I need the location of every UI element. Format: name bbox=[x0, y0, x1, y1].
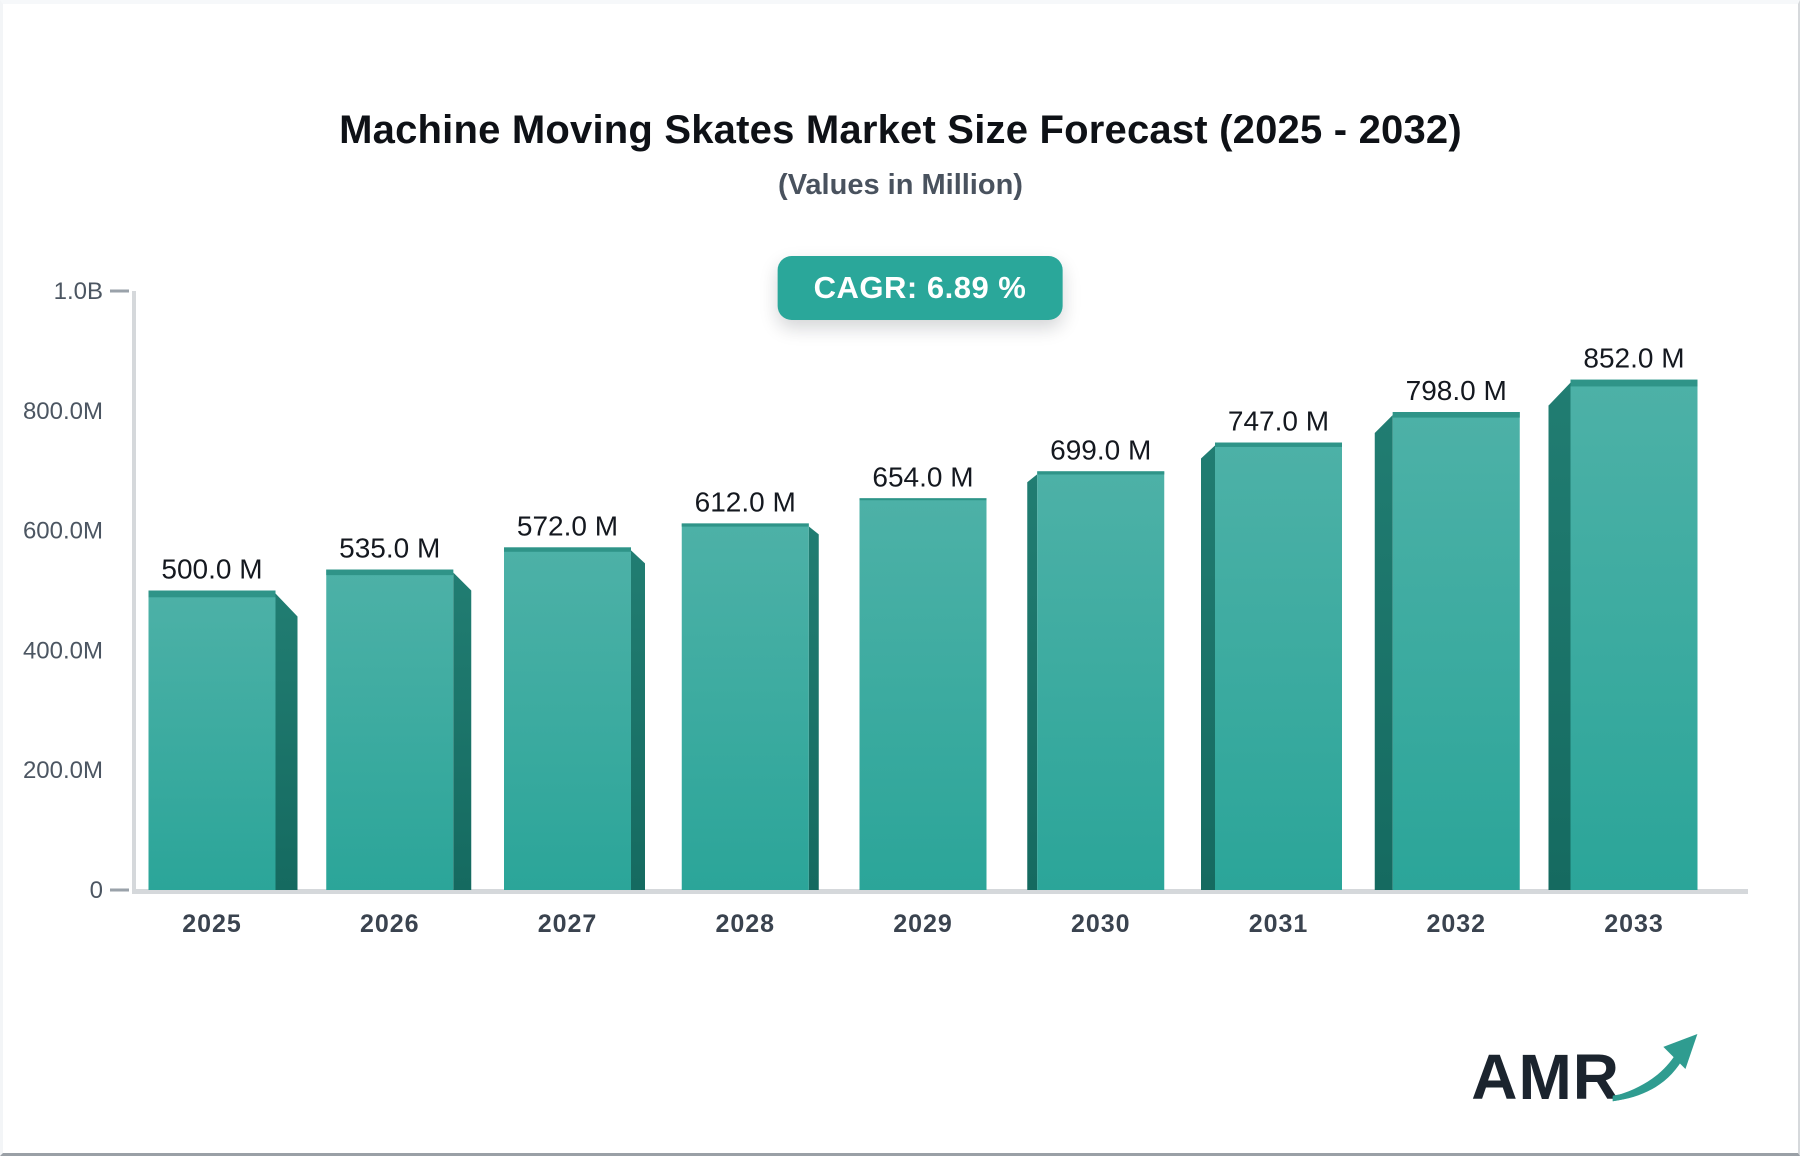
bar-side-face bbox=[1201, 445, 1215, 890]
x-axis-line bbox=[132, 889, 1748, 894]
x-axis-label: 2028 bbox=[715, 910, 775, 938]
bar-side-face bbox=[275, 593, 298, 890]
y-axis-label: 400.0M bbox=[23, 637, 103, 664]
x-axis-label: 2033 bbox=[1604, 910, 1664, 938]
bar-chart-canvas: 1.0B 800.0M 600.0M 400.0M 200.0M 0 500.0 M 2025… bbox=[23, 278, 1748, 938]
x-axis-label: 2032 bbox=[1426, 910, 1486, 938]
bar-group-2026: 535.0 M 2026 bbox=[326, 533, 472, 938]
x-axis-label: 2029 bbox=[893, 910, 953, 938]
bar-top-face bbox=[1570, 379, 1698, 387]
bar-top-face bbox=[681, 523, 809, 527]
bar-group-2025: 500.0 M 2025 bbox=[148, 554, 298, 938]
bar-top-face bbox=[148, 590, 276, 598]
bar-side-face bbox=[631, 550, 645, 890]
bar-face bbox=[1570, 379, 1698, 890]
bar-value-label: 500.0 M bbox=[161, 554, 262, 585]
bar-value-label: 852.0 M bbox=[1583, 343, 1684, 374]
chart-title: Machine Moving Skates Market Size Foreca… bbox=[339, 108, 1462, 152]
bar-top-face bbox=[1392, 411, 1520, 418]
bar-side-face bbox=[1548, 382, 1571, 890]
y-axis-label: 1.0B bbox=[54, 278, 103, 305]
bar-face bbox=[859, 498, 987, 890]
bar-face bbox=[1215, 442, 1342, 890]
bar-group-2030: 699.0 M 2030 bbox=[1027, 434, 1165, 938]
bar-face bbox=[681, 523, 809, 890]
bar-value-label: 798.0 M bbox=[1406, 375, 1507, 406]
x-axis-label: 2030 bbox=[1071, 910, 1131, 938]
cagr-badge: CAGR: 6.89 % bbox=[777, 256, 1063, 320]
cagr-badge-label: CAGR: 6.89 % bbox=[813, 270, 1027, 305]
bar-face bbox=[504, 547, 631, 890]
bar-side-face bbox=[1374, 414, 1393, 890]
bar-value-label: 535.0 M bbox=[339, 533, 440, 564]
bar-face bbox=[1392, 411, 1520, 890]
y-axis-label: 0 bbox=[90, 877, 103, 904]
bar-value-label: 699.0 M bbox=[1050, 434, 1151, 465]
bar-value-label: 612.0 M bbox=[695, 486, 796, 517]
y-axis-label: 600.0M bbox=[23, 518, 103, 545]
chart-subtitle: (Values in Million) bbox=[778, 169, 1023, 201]
bar-side-face bbox=[808, 526, 819, 890]
x-axis-label: 2027 bbox=[538, 910, 598, 938]
bar-face bbox=[1037, 471, 1165, 890]
bar-group-2032: 798.0 M 2032 bbox=[1374, 375, 1520, 938]
bar-top-face bbox=[1037, 471, 1165, 475]
bar-value-label: 747.0 M bbox=[1228, 406, 1329, 437]
bar-top-face bbox=[326, 569, 454, 576]
x-axis-label: 2026 bbox=[360, 910, 420, 938]
y-axis-label: 800.0M bbox=[23, 398, 103, 425]
bar-face bbox=[326, 569, 454, 890]
x-axis-label: 2031 bbox=[1249, 910, 1309, 938]
bar-group-2033: 852.0 M 2033 bbox=[1548, 343, 1698, 938]
x-axis-label: 2025 bbox=[182, 910, 242, 938]
amr-logo: AMR bbox=[1471, 1031, 1702, 1109]
growth-arrow-icon bbox=[1612, 1034, 1698, 1102]
bar-group-2027: 572.0 M 2027 bbox=[504, 510, 645, 938]
bar-group-2028: 612.0 M 2028 bbox=[681, 486, 819, 938]
bar-value-label: 572.0 M bbox=[517, 510, 618, 541]
amr-logo-text: AMR bbox=[1471, 1041, 1620, 1113]
bar-top-face bbox=[1215, 442, 1342, 447]
y-axis-line bbox=[132, 291, 136, 893]
bar-top-face bbox=[859, 498, 987, 501]
bar-top-face bbox=[504, 547, 631, 552]
bar-value-label: 654.0 M bbox=[872, 461, 973, 492]
bar-group-2029: 654.0 M 2029 bbox=[859, 461, 987, 938]
bar-group-2031: 747.0 M 2031 bbox=[1201, 406, 1342, 938]
bar-side-face bbox=[453, 572, 472, 890]
bar-side-face bbox=[1027, 474, 1038, 890]
y-axis-label: 200.0M bbox=[23, 757, 103, 784]
bar-face bbox=[148, 590, 276, 890]
